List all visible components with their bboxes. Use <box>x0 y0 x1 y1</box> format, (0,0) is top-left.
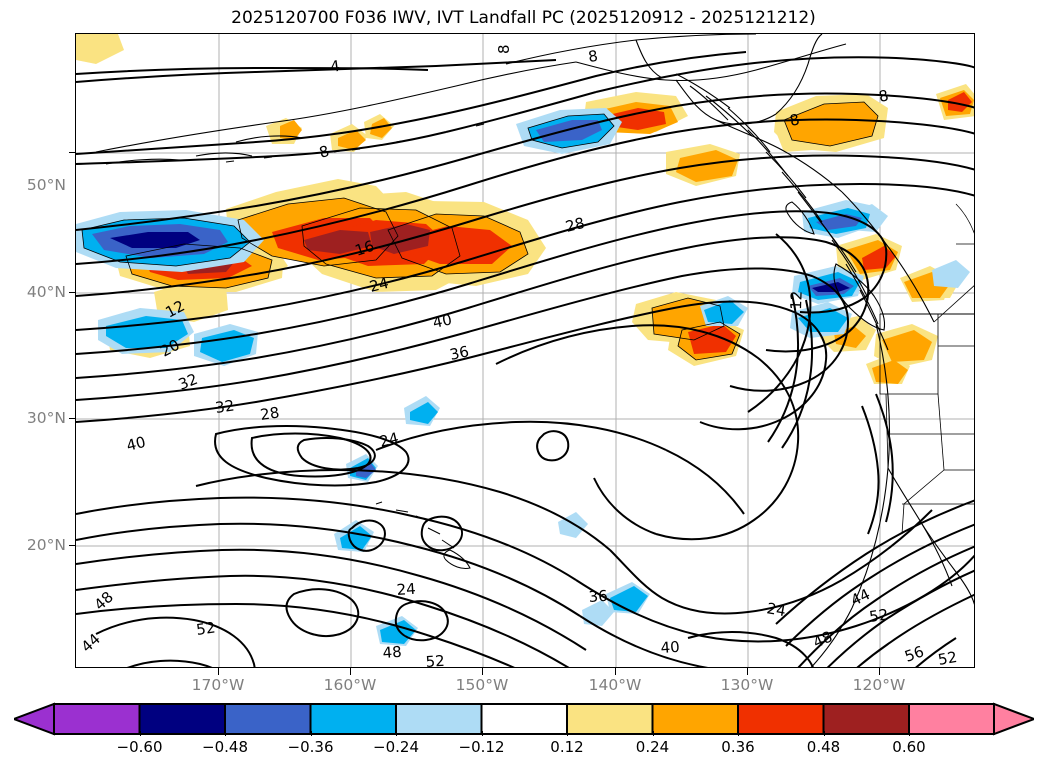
colorbar-label-2: −0.36 <box>287 738 334 756</box>
svg-text:8: 8 <box>317 142 331 162</box>
xtick-label-170w: 170°W <box>191 676 245 694</box>
xtick-mark-130w <box>747 668 749 675</box>
svg-text:52: 52 <box>195 618 216 638</box>
colorbar-tick-1 <box>225 731 227 736</box>
xtick-label-120w: 120°W <box>852 676 906 694</box>
svg-text:4: 4 <box>329 57 341 76</box>
colorbar-bin-6 <box>566 703 654 735</box>
xtick-mark-120w <box>879 668 881 675</box>
colorbar-bin-3 <box>309 703 397 735</box>
ytick-label-40n: 40°N <box>26 283 66 301</box>
colorbar-label-0: −0.60 <box>116 738 163 756</box>
svg-text:44: 44 <box>78 630 104 656</box>
colorbar-label-8: 0.48 <box>806 738 841 756</box>
colorbar-extend-min <box>14 702 55 736</box>
colorbar-label-9: 0.60 <box>892 738 926 756</box>
svg-text:24: 24 <box>378 429 401 451</box>
svg-text:8: 8 <box>788 110 801 130</box>
colorbar-bin-10 <box>908 703 995 735</box>
contour-lines <box>76 51 974 667</box>
svg-text:8: 8 <box>877 86 890 106</box>
xtick-mark-140w <box>615 668 617 675</box>
svg-text:24: 24 <box>396 580 416 599</box>
svg-text:36: 36 <box>588 587 608 606</box>
colorbar-tick-3 <box>396 731 398 736</box>
colorbar[interactable]: −0.60 −0.48 −0.36 −0.24 −0.12 0.12 0.24 … <box>14 702 1034 764</box>
colorbar-swatches <box>14 702 1034 736</box>
xtick-label-160w: 160°W <box>323 676 377 694</box>
svg-text:28: 28 <box>564 214 587 236</box>
ytick-mark-20n <box>69 545 76 547</box>
xtick-mark-170w <box>218 668 220 675</box>
svg-text:52: 52 <box>937 648 959 668</box>
ytick-label-30n: 30°N <box>26 409 66 427</box>
xtick-mark-150w <box>482 668 484 675</box>
ytick-label-50n: 50°N <box>26 176 66 194</box>
colorbar-tick-2 <box>310 731 312 736</box>
svg-text:16: 16 <box>353 237 377 260</box>
colorbar-tick-7 <box>738 731 740 736</box>
colorbar-bin-9 <box>822 703 910 735</box>
svg-text:12: 12 <box>787 290 806 310</box>
colorbar-tick-9 <box>909 731 911 736</box>
ytick-label-20n: 20°N <box>26 536 66 554</box>
colorbar-bin-8 <box>737 703 825 735</box>
svg-text:8: 8 <box>587 47 599 66</box>
svg-text:24: 24 <box>368 274 391 296</box>
xtick-label-150w: 150°W <box>455 676 509 694</box>
colorbar-tick-8 <box>823 731 825 736</box>
colorbar-label-1: −0.48 <box>202 738 248 756</box>
colorbar-label-6: 0.24 <box>635 738 670 756</box>
colorbar-bin-5 <box>480 703 568 735</box>
svg-text:52: 52 <box>425 652 445 668</box>
ytick-mark-30n <box>69 418 76 420</box>
svg-text:52: 52 <box>868 605 889 625</box>
svg-text:40: 40 <box>431 310 453 332</box>
colorbar-label-3: −0.24 <box>373 738 419 756</box>
svg-text:24: 24 <box>765 599 787 620</box>
colorbar-bin-0 <box>53 703 141 735</box>
ytick-mark-50n <box>69 152 76 154</box>
xtick-mark-160w <box>350 668 352 675</box>
colorbar-tick-4 <box>481 731 483 736</box>
svg-text:48: 48 <box>382 643 402 662</box>
colorbar-tick-0 <box>139 731 141 736</box>
svg-text:44: 44 <box>848 585 873 610</box>
svg-text:48: 48 <box>810 627 835 651</box>
svg-text:28: 28 <box>259 403 280 423</box>
colorbar-tick-5 <box>567 731 569 736</box>
colorbar-tick-6 <box>652 731 654 736</box>
xtick-label-130w: 130°W <box>720 676 774 694</box>
colorbar-extend-max <box>993 702 1034 736</box>
xtick-label-140w: 140°W <box>588 676 642 694</box>
colorbar-bin-2 <box>224 703 312 735</box>
svg-text:32: 32 <box>214 396 235 416</box>
colorbar-bin-7 <box>651 703 739 735</box>
colorbar-bin-4 <box>395 703 483 735</box>
svg-text:36: 36 <box>448 342 470 364</box>
coastlines-layer <box>95 34 974 667</box>
page-title: 2025120700 F036 IWV, IVT Landfall PC (20… <box>231 8 816 28</box>
map-plot-area[interactable]: 4 8 8 8 8 8 16 24 12 12 20 28 32 32 28 4… <box>75 33 975 668</box>
svg-text:40: 40 <box>125 433 148 455</box>
ytick-mark-40n <box>69 292 76 294</box>
colorbar-bin-1 <box>138 703 226 735</box>
map-svg: 4 8 8 8 8 8 16 24 12 12 20 28 32 32 28 4… <box>76 34 974 668</box>
colorbar-label-5: 0.12 <box>550 738 584 756</box>
svg-text:40: 40 <box>660 638 680 657</box>
svg-text:8: 8 <box>495 44 513 54</box>
svg-text:32: 32 <box>176 370 200 394</box>
colorbar-label-4: −0.12 <box>458 738 505 756</box>
colorbar-label-7: 0.36 <box>721 738 755 756</box>
svg-text:56: 56 <box>902 642 926 665</box>
